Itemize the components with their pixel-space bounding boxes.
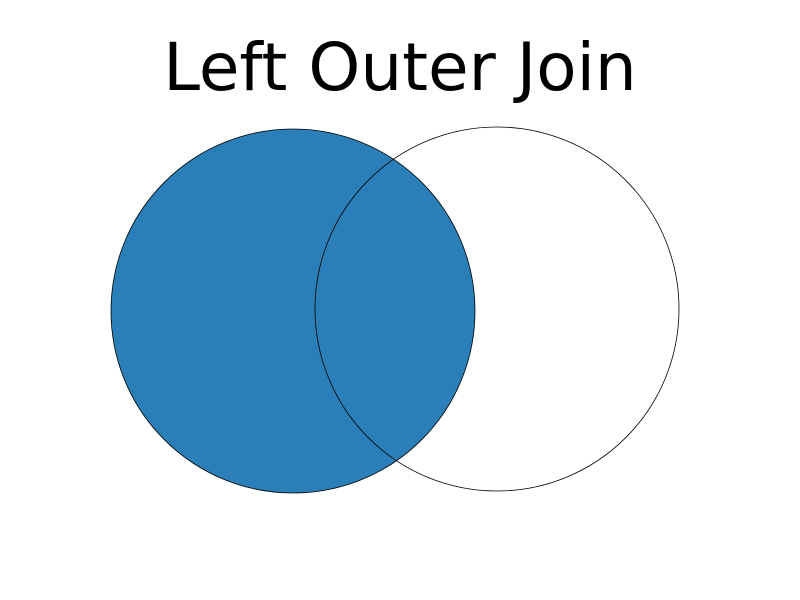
diagram-title: Left Outer Join (163, 29, 637, 106)
right-set-circle (314, 126, 680, 492)
left-set-circle (110, 128, 476, 494)
